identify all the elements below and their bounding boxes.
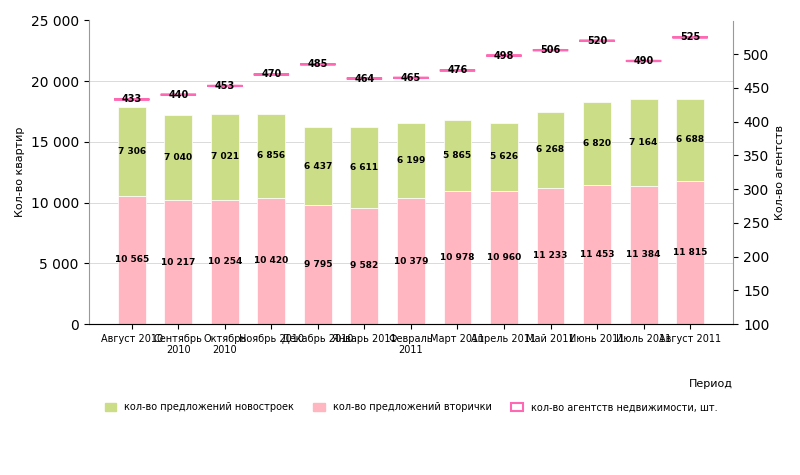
Text: 7 306: 7 306 [118, 147, 146, 156]
Bar [304, 205, 332, 324]
Text: 9 795: 9 795 [304, 260, 332, 269]
Text: 10 565: 10 565 [114, 256, 149, 265]
Text: 10 960: 10 960 [487, 253, 521, 262]
Bar [118, 107, 146, 196]
Text: 7 040: 7 040 [164, 153, 192, 162]
Text: 10 217: 10 217 [161, 257, 195, 266]
Text: 440: 440 [168, 90, 189, 100]
Bar [350, 208, 378, 324]
Bar [490, 191, 518, 324]
Text: 485: 485 [308, 59, 328, 69]
Text: 506: 506 [540, 45, 561, 55]
Text: 6 199: 6 199 [397, 156, 425, 165]
Bar [676, 99, 704, 180]
Y-axis label: Кол-во квартир: Кол-во квартир [15, 127, 25, 218]
Text: 11 453: 11 453 [580, 250, 614, 259]
Circle shape [114, 99, 150, 100]
Text: 6 611: 6 611 [350, 163, 378, 172]
Text: 11 233: 11 233 [534, 251, 568, 260]
Text: 6 688: 6 688 [676, 135, 704, 144]
Circle shape [440, 70, 475, 71]
Text: 433: 433 [122, 95, 142, 104]
Bar [304, 127, 332, 205]
Bar [397, 123, 425, 198]
Text: 470: 470 [262, 69, 282, 79]
Text: 464: 464 [354, 74, 374, 84]
Text: 7 164: 7 164 [630, 138, 658, 147]
Text: 10 978: 10 978 [440, 253, 474, 262]
Bar [164, 200, 192, 324]
Text: 520: 520 [587, 36, 607, 46]
Bar [164, 114, 192, 200]
Text: 11 815: 11 815 [673, 248, 707, 257]
Text: 5 865: 5 865 [443, 151, 471, 160]
Bar [211, 114, 238, 200]
Bar [350, 127, 378, 208]
Text: 498: 498 [494, 50, 514, 61]
Text: 5 626: 5 626 [490, 152, 518, 162]
Bar [676, 180, 704, 324]
Circle shape [394, 77, 429, 78]
Y-axis label: Кол-во агентств: Кол-во агентств [775, 125, 785, 220]
Text: 9 582: 9 582 [350, 261, 378, 270]
Bar [490, 123, 518, 191]
Text: 490: 490 [634, 56, 654, 66]
Bar [397, 198, 425, 324]
Bar [258, 198, 286, 324]
Circle shape [346, 78, 382, 79]
Circle shape [673, 37, 708, 38]
Text: 6 856: 6 856 [258, 152, 286, 161]
Text: 10 420: 10 420 [254, 256, 289, 266]
Text: 525: 525 [680, 32, 700, 42]
Circle shape [579, 40, 614, 41]
Text: 10 254: 10 254 [208, 257, 242, 266]
Bar [211, 200, 238, 324]
Text: 465: 465 [401, 73, 421, 83]
Bar [583, 185, 611, 324]
Text: 476: 476 [447, 66, 467, 76]
Text: 11 384: 11 384 [626, 250, 661, 259]
Bar [537, 188, 565, 324]
Bar [443, 191, 471, 324]
Text: 453: 453 [214, 81, 235, 91]
Text: 10 379: 10 379 [394, 256, 428, 266]
Bar [258, 114, 286, 198]
Text: 6 268: 6 268 [537, 145, 565, 154]
Circle shape [300, 64, 335, 65]
Bar [443, 120, 471, 191]
Bar [118, 196, 146, 324]
Text: 7 021: 7 021 [210, 152, 239, 162]
Bar [537, 112, 565, 188]
Circle shape [254, 74, 289, 75]
Legend: кол-во предложений новостроек, кол-во предложений вторички, кол-во агентств недв: кол-во предложений новостроек, кол-во пр… [101, 399, 721, 417]
X-axis label: Период: Период [690, 379, 734, 389]
Bar [583, 102, 611, 185]
Text: 6 820: 6 820 [583, 139, 611, 148]
Bar [630, 186, 658, 324]
Text: 6 437: 6 437 [304, 162, 332, 171]
Circle shape [486, 55, 522, 56]
Bar [630, 99, 658, 186]
